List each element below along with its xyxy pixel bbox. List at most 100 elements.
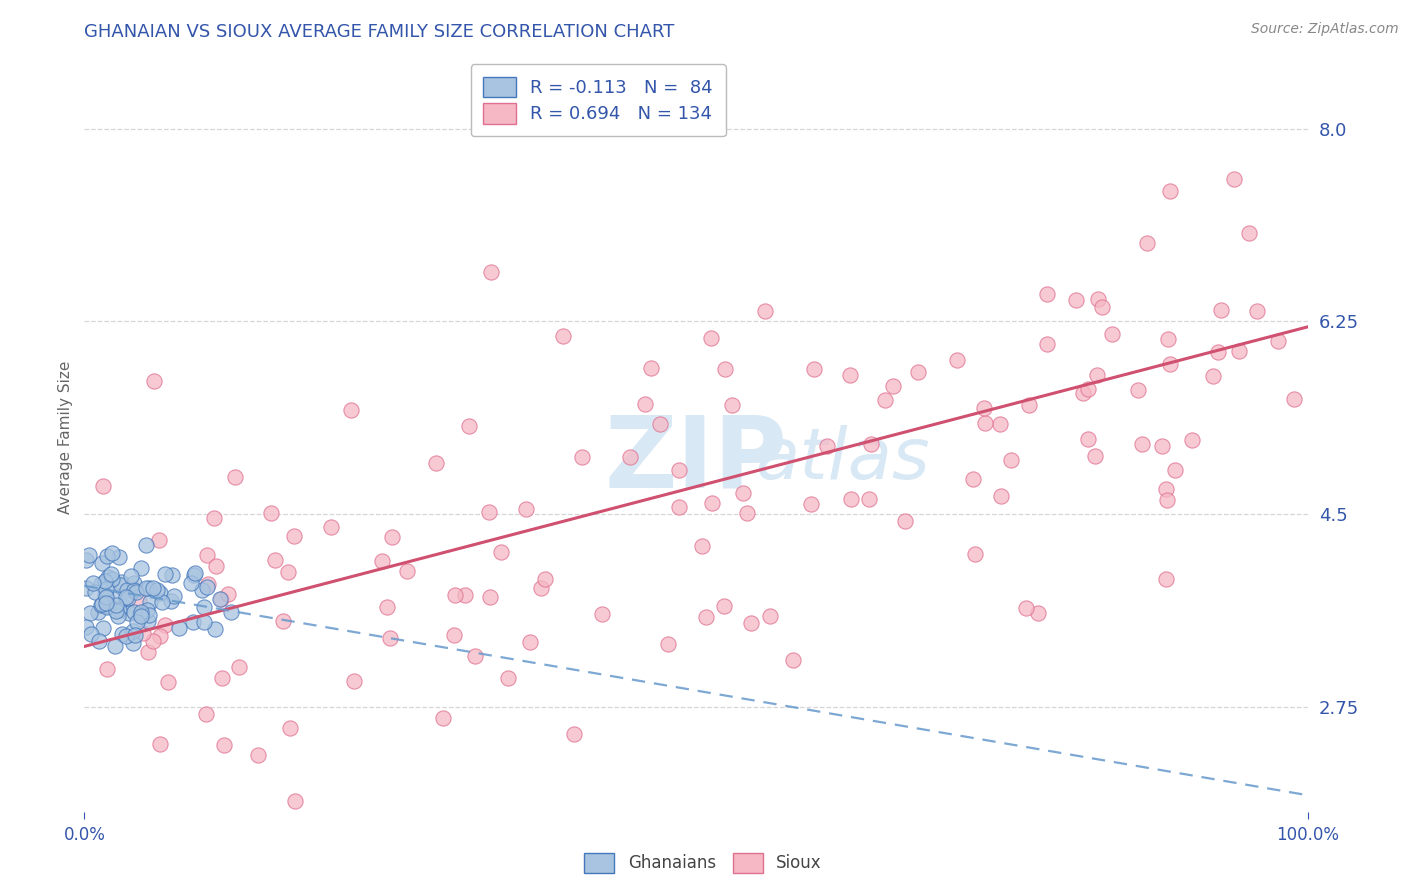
Point [571, 450, 593, 464]
Point [105, 598, 128, 612]
Point [619, 450, 641, 465]
Point [260, 506, 283, 520]
Point [87, 634, 110, 648]
Point [193, 599, 215, 614]
Point [191, 583, 214, 598]
Point [1077, 382, 1099, 396]
Point [122, 575, 145, 590]
Point [211, 671, 233, 685]
Point [197, 577, 219, 591]
Point [478, 590, 501, 604]
Point [212, 738, 235, 752]
Point [183, 566, 205, 580]
Point [162, 590, 184, 604]
Point [82, 576, 104, 591]
Point [120, 568, 142, 582]
Point [209, 592, 232, 607]
Point [882, 379, 904, 393]
Point [1201, 369, 1223, 384]
Point [443, 628, 465, 642]
Point [90, 598, 112, 612]
Point [1130, 437, 1153, 451]
Point [1206, 345, 1229, 359]
Point [1036, 337, 1059, 351]
Point [713, 599, 735, 613]
Point [1015, 600, 1038, 615]
Point [138, 645, 160, 659]
Point [443, 588, 465, 602]
Point [478, 505, 501, 519]
Point [893, 514, 915, 528]
Point [1128, 383, 1150, 397]
Point [138, 608, 160, 623]
Point [90, 577, 112, 591]
Point [1237, 226, 1260, 240]
Point [91, 598, 114, 612]
Point [149, 629, 172, 643]
Point [735, 506, 758, 520]
Point [370, 554, 392, 568]
Point [120, 582, 142, 596]
Point [668, 500, 690, 515]
Point [115, 590, 138, 604]
Point [800, 497, 823, 511]
Point [1154, 572, 1177, 586]
Point [129, 605, 152, 619]
Point [124, 628, 146, 642]
Point [180, 576, 202, 591]
Point [740, 615, 762, 630]
Point [1036, 286, 1059, 301]
Point [91, 621, 114, 635]
Point [858, 492, 880, 507]
Point [457, 418, 479, 433]
Point [534, 572, 557, 586]
Point [815, 439, 838, 453]
Point [264, 553, 287, 567]
Point [1136, 235, 1159, 250]
Point [181, 615, 204, 630]
Point [1157, 332, 1180, 346]
Point [160, 594, 183, 608]
Text: ZIP: ZIP [605, 411, 787, 508]
Point [107, 603, 129, 617]
Point [963, 547, 986, 561]
Point [125, 585, 148, 599]
Point [193, 615, 215, 630]
Point [111, 599, 134, 613]
Point [97, 570, 120, 584]
Point [96, 600, 118, 615]
Point [731, 486, 754, 500]
Point [149, 737, 172, 751]
Point [1084, 449, 1107, 463]
Text: atlas: atlas [755, 425, 929, 494]
Point [94, 582, 117, 596]
Point [860, 436, 883, 450]
Point [183, 568, 205, 582]
Point [93, 479, 115, 493]
Point [1156, 493, 1178, 508]
Point [117, 606, 139, 620]
Point [1087, 292, 1109, 306]
Point [380, 631, 402, 645]
Point [1246, 304, 1268, 318]
Point [204, 622, 226, 636]
Point [277, 566, 299, 580]
Point [464, 648, 486, 663]
Point [1159, 184, 1181, 198]
Point [395, 564, 418, 578]
Point [129, 561, 152, 575]
Point [142, 582, 165, 596]
Point [209, 592, 232, 607]
Point [96, 662, 118, 676]
Point [714, 362, 737, 376]
Point [1284, 392, 1306, 407]
Point [553, 328, 575, 343]
Point [700, 496, 723, 510]
Point [489, 544, 512, 558]
Point [75, 581, 97, 595]
Point [839, 368, 862, 382]
Point [84, 585, 107, 599]
Point [127, 615, 149, 629]
Point [973, 416, 995, 430]
Point [1159, 357, 1181, 371]
